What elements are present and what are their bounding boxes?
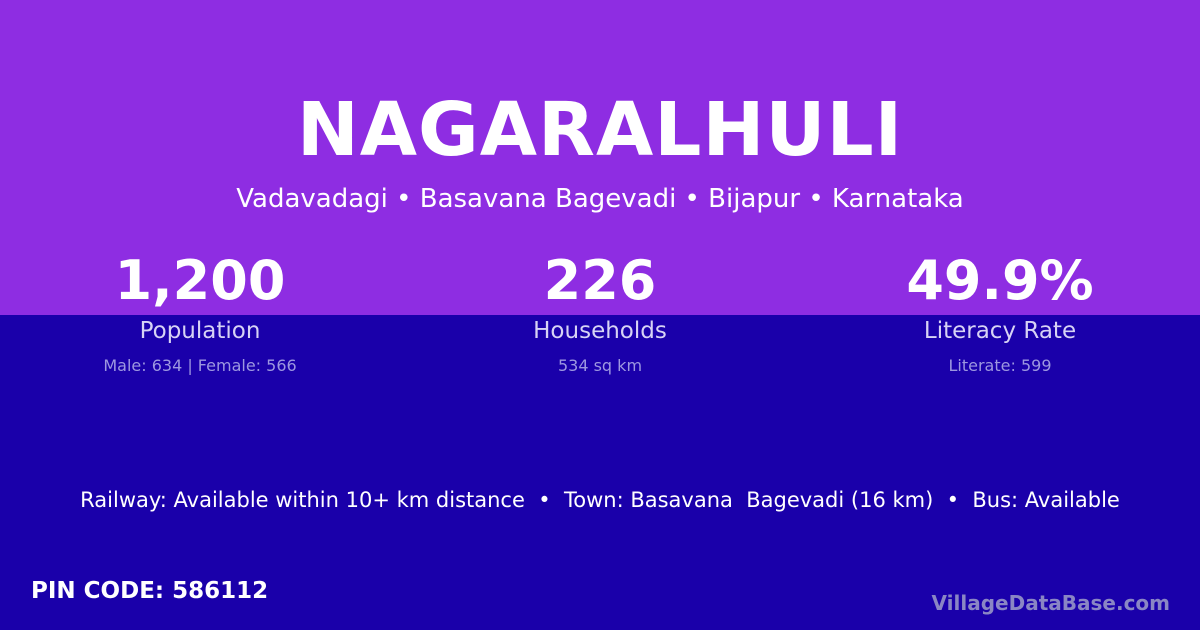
stat-label: Population xyxy=(139,318,261,344)
pin-code: PIN CODE: 586112 xyxy=(31,578,269,604)
stat-value: 1,200 xyxy=(114,249,286,312)
header-band xyxy=(0,0,1200,315)
village-name: NAGARALHULI xyxy=(296,87,904,173)
stat-label: Literacy Rate xyxy=(923,318,1077,344)
stat-value: 226 xyxy=(543,249,657,312)
stat-value: 49.9% xyxy=(906,249,1094,312)
stat-households: 226 Households 534 sq km xyxy=(400,248,800,377)
amenities-line: Railway: Available within 10+ km distanc… xyxy=(80,488,1120,512)
stat-detail: Literate: 599 xyxy=(948,356,1052,375)
stat-label: Households xyxy=(533,318,667,344)
watermark: VillageDataBase.com xyxy=(931,591,1170,615)
stat-population: 1,200 Population Male: 634 | Female: 566 xyxy=(0,248,400,377)
stat-detail: 534 sq km xyxy=(557,356,643,375)
body-band xyxy=(0,315,1200,630)
stat-literacy: 49.9% Literacy Rate Literate: 599 xyxy=(800,248,1200,377)
stat-detail: Male: 634 | Female: 566 xyxy=(103,356,297,375)
location-breadcrumb: Vadavadagi • Basavana Bagevadi • Bijapur… xyxy=(236,184,964,214)
